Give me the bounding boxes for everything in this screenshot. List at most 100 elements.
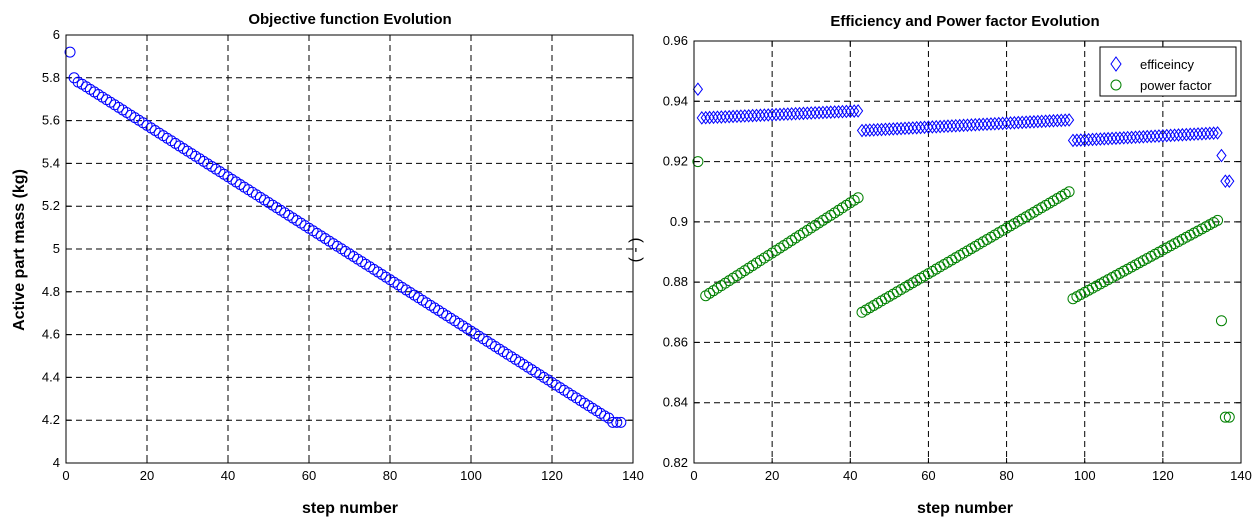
data-point bbox=[1063, 113, 1075, 127]
data-point bbox=[966, 118, 977, 132]
data-point bbox=[1044, 114, 1055, 128]
y-tick-label: 0.96 bbox=[663, 33, 688, 48]
y-tick-label: 5.8 bbox=[42, 70, 60, 85]
data-point bbox=[1060, 113, 1071, 128]
data-point bbox=[1036, 114, 1047, 129]
legend-box bbox=[1099, 46, 1237, 97]
data-point bbox=[1009, 115, 1020, 130]
data-point bbox=[1188, 127, 1200, 141]
data-point bbox=[1196, 223, 1208, 235]
y-axis-label: Active part mass (kg) bbox=[11, 169, 28, 331]
data-point bbox=[1122, 263, 1134, 275]
x-tick-label: 0 bbox=[62, 468, 69, 483]
data-point bbox=[1204, 219, 1216, 231]
data-point bbox=[798, 106, 809, 121]
data-point bbox=[1126, 130, 1137, 145]
data-point bbox=[1212, 126, 1223, 140]
legend-circle-icon bbox=[1110, 79, 1122, 91]
x-tick-label: 80 bbox=[999, 468, 1013, 483]
legend-diamond-icon bbox=[1110, 56, 1122, 72]
data-point bbox=[1040, 114, 1051, 129]
ticks: 0 20 40 60 80 100 120 140 0.82 0.84 0.86 0.88 0.9 0.9… bbox=[663, 33, 1252, 483]
data-point bbox=[825, 105, 836, 119]
data-point bbox=[739, 109, 750, 123]
data-point bbox=[911, 120, 922, 135]
plot-frame bbox=[65, 34, 634, 464]
data-point bbox=[1216, 148, 1227, 163]
data-point bbox=[946, 119, 957, 133]
data-point bbox=[821, 105, 832, 120]
data-point bbox=[68, 72, 80, 84]
data-point bbox=[1130, 259, 1142, 271]
x-tick-label: 60 bbox=[302, 468, 316, 483]
data-point bbox=[813, 105, 825, 120]
data-point bbox=[1184, 229, 1196, 241]
data-point bbox=[997, 116, 1008, 131]
chart-title: Efficiency and Power factor Evolution bbox=[830, 13, 1099, 30]
data-point bbox=[989, 116, 1000, 131]
data-point bbox=[1165, 128, 1176, 143]
y-tick-label: 4.2 bbox=[42, 412, 60, 427]
data-point bbox=[1071, 133, 1083, 148]
data-point bbox=[759, 108, 770, 122]
data-point bbox=[1176, 233, 1188, 245]
data-point bbox=[778, 107, 789, 122]
data-point bbox=[1185, 127, 1196, 142]
data-point bbox=[700, 110, 711, 125]
data-point bbox=[931, 119, 942, 134]
data-point bbox=[841, 104, 852, 119]
data-point bbox=[1208, 126, 1219, 140]
x-tick-label: 0 bbox=[690, 468, 697, 483]
x-tick-label: 100 bbox=[1074, 468, 1096, 483]
y-tick-label: 4.8 bbox=[42, 284, 60, 299]
data-point bbox=[1223, 411, 1235, 423]
data-point bbox=[1079, 133, 1090, 147]
data-point bbox=[927, 120, 938, 134]
data-point bbox=[962, 118, 973, 132]
x-tick-label: 40 bbox=[843, 468, 857, 483]
efficiency-chart: Efficiency and Power factor Evolution st… bbox=[627, 13, 1252, 517]
data-point bbox=[860, 123, 872, 138]
data-point bbox=[1224, 174, 1235, 188]
data-point bbox=[704, 110, 715, 125]
data-point bbox=[1017, 115, 1028, 130]
data-point bbox=[1133, 257, 1145, 269]
data-point bbox=[767, 107, 778, 122]
data-point bbox=[1138, 129, 1149, 144]
data-point bbox=[852, 192, 864, 204]
data-point bbox=[868, 123, 879, 137]
data-point bbox=[1056, 113, 1067, 128]
data-point bbox=[1013, 115, 1024, 130]
data-point bbox=[1219, 411, 1231, 423]
data-point bbox=[1126, 261, 1138, 273]
legend-label-efficiency: efficeincy bbox=[1140, 57, 1194, 72]
legend-label-power-factor: power factor bbox=[1140, 78, 1212, 93]
data-point bbox=[974, 117, 985, 132]
data-point bbox=[692, 156, 704, 168]
data-point bbox=[1094, 278, 1106, 290]
data-point bbox=[1130, 130, 1141, 145]
data-point bbox=[1172, 236, 1184, 248]
y-tick-label: 5.2 bbox=[42, 198, 60, 213]
x-axis-label: step number bbox=[302, 500, 398, 517]
x-tick-label: 20 bbox=[765, 468, 779, 483]
y-tick-label: 0.94 bbox=[663, 93, 688, 108]
data-point bbox=[1177, 127, 1188, 142]
plot-frame bbox=[693, 40, 1242, 464]
data-point bbox=[833, 104, 844, 119]
data-point bbox=[1169, 238, 1181, 250]
y-tick-label: 0.92 bbox=[663, 154, 688, 169]
data-point bbox=[1220, 174, 1231, 188]
data-point bbox=[923, 120, 934, 134]
data-point bbox=[1161, 242, 1173, 254]
y-tick-label: 0.82 bbox=[663, 455, 688, 470]
data-point bbox=[615, 416, 627, 428]
data-point bbox=[876, 122, 887, 137]
data-point bbox=[1196, 126, 1208, 141]
y-tick-label: 0.86 bbox=[663, 334, 688, 349]
data-point bbox=[782, 107, 793, 121]
y-tick-label: 5.4 bbox=[42, 155, 60, 170]
data-point bbox=[1114, 267, 1126, 279]
data-point bbox=[817, 105, 829, 120]
